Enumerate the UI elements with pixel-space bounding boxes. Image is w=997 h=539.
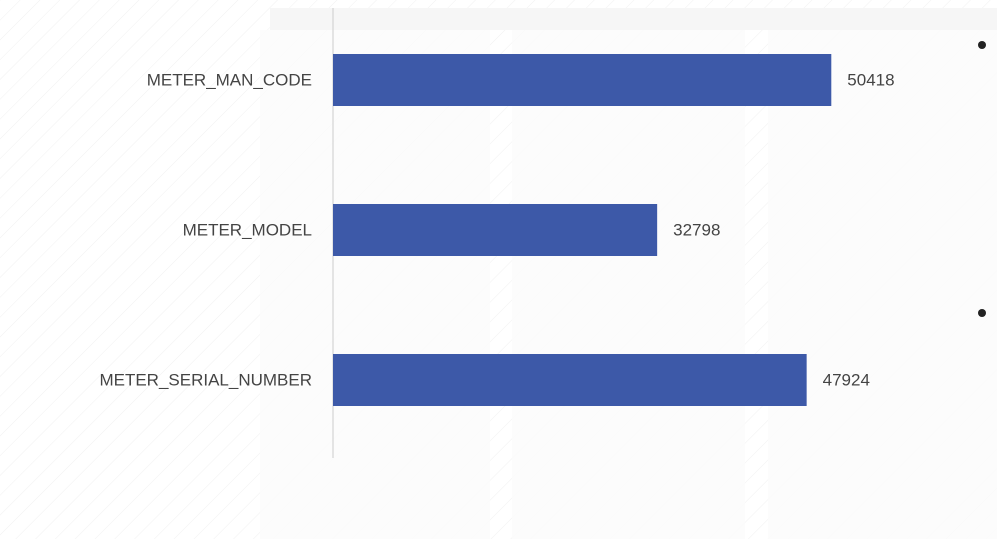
bar <box>333 204 658 256</box>
bullet <box>978 41 986 49</box>
value-label: 50418 <box>847 70 894 89</box>
value-label: 47924 <box>823 370 870 389</box>
bar <box>333 54 832 106</box>
category-label: METER_MODEL <box>183 220 312 239</box>
bullet <box>978 309 986 317</box>
column-band <box>512 30 745 539</box>
header-band <box>270 8 997 30</box>
value-label: 32798 <box>673 220 720 239</box>
column-band <box>768 30 997 539</box>
bar <box>333 354 807 406</box>
category-label: METER_MAN_CODE <box>147 70 312 89</box>
category-label: METER_SERIAL_NUMBER <box>99 370 312 389</box>
column-band <box>260 30 490 539</box>
